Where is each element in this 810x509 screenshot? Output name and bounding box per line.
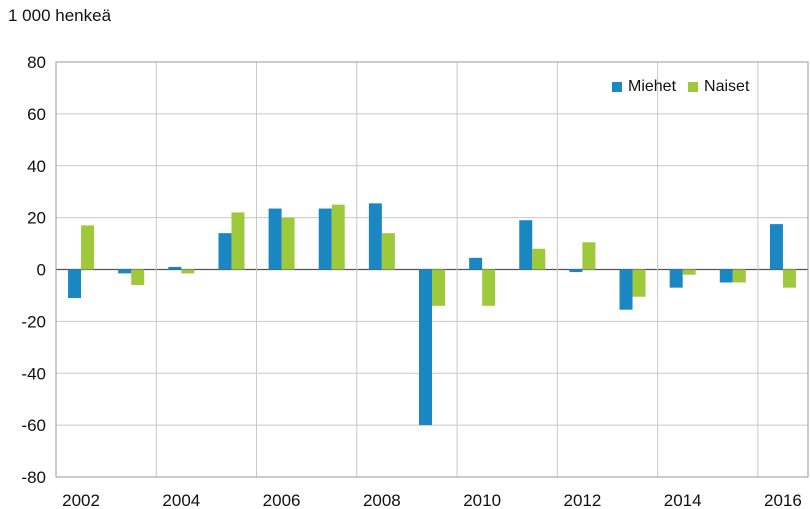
y-tick-label: -40 bbox=[21, 364, 46, 383]
bar-naiset-2014 bbox=[682, 269, 696, 275]
bar-naiset-2005 bbox=[231, 212, 245, 270]
bar-miehet-2014 bbox=[669, 269, 683, 288]
bar-miehet-2005 bbox=[218, 233, 232, 270]
bar-miehet-2009 bbox=[419, 269, 432, 426]
bar-miehet-2015 bbox=[719, 269, 733, 283]
bar-miehet-2011 bbox=[519, 220, 533, 270]
bar-miehet-2016 bbox=[769, 224, 783, 270]
bar-naiset-2003 bbox=[131, 269, 145, 286]
y-tick-label: 0 bbox=[37, 261, 46, 280]
bar-miehet-2008 bbox=[368, 203, 382, 270]
bar-naiset-2013 bbox=[632, 269, 646, 297]
plot-frame bbox=[55, 61, 809, 478]
bar-naiset-2011 bbox=[532, 248, 546, 270]
bar-miehet-2013 bbox=[619, 269, 633, 310]
y-tick-label: 40 bbox=[27, 157, 46, 176]
y-tick-label: 20 bbox=[27, 209, 46, 228]
y-tick-label: -80 bbox=[21, 468, 46, 487]
bar-miehet-2010 bbox=[469, 257, 483, 270]
y-tick-label: 60 bbox=[27, 105, 46, 124]
bar-naiset-2016 bbox=[782, 269, 796, 288]
x-tick-label: 2010 bbox=[463, 491, 501, 509]
bar-miehet-2006 bbox=[268, 208, 282, 270]
bar-naiset-2007 bbox=[331, 204, 345, 270]
legend-label-naiset: Naiset bbox=[704, 78, 750, 95]
x-tick-label: 2012 bbox=[563, 491, 601, 509]
y-axis-unit-label: 1 000 henkeä bbox=[8, 6, 112, 25]
x-tick-label: 2014 bbox=[664, 491, 702, 509]
bar-miehet-2002 bbox=[68, 269, 82, 299]
legend: Miehet Naiset bbox=[612, 78, 761, 96]
bar-miehet-2003 bbox=[118, 269, 132, 274]
legend-label-miehet: Miehet bbox=[628, 78, 677, 95]
x-tick-label: 2004 bbox=[162, 491, 200, 509]
bar-naiset-2002 bbox=[81, 225, 95, 270]
y-tick-label: -60 bbox=[21, 416, 46, 435]
bar-naiset-2004 bbox=[181, 269, 195, 274]
bar-miehet-2007 bbox=[318, 208, 332, 270]
y-tick-label: 80 bbox=[27, 53, 46, 72]
bar-naiset-2012 bbox=[582, 242, 596, 270]
x-tick-label: 2006 bbox=[263, 491, 301, 509]
y-tick-label: -20 bbox=[21, 312, 46, 331]
bar-miehet-2012 bbox=[569, 269, 583, 273]
x-tick-label: 2016 bbox=[764, 491, 802, 509]
x-tick-label: 2008 bbox=[363, 491, 401, 509]
bar-naiset-2009 bbox=[432, 269, 445, 306]
bar-miehet-2004 bbox=[168, 266, 182, 270]
legend-item-miehet: Miehet bbox=[612, 78, 676, 96]
legend-swatch-naiset bbox=[688, 82, 699, 92]
bar-naiset-2015 bbox=[732, 269, 746, 283]
legend-swatch-miehet bbox=[612, 82, 622, 92]
bar-naiset-2008 bbox=[381, 233, 395, 270]
legend-item-naiset: Naiset bbox=[688, 78, 749, 96]
x-tick-label: 2002 bbox=[62, 491, 100, 509]
bar-naiset-2006 bbox=[281, 217, 295, 270]
bar-naiset-2010 bbox=[482, 269, 496, 306]
